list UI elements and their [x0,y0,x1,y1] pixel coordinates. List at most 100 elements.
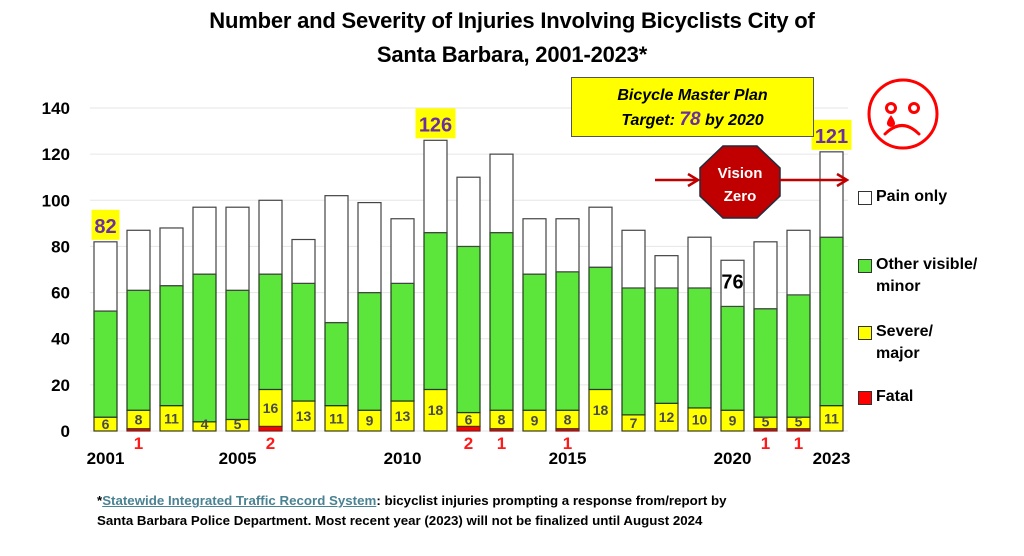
bar-segment-pain [753,241,778,310]
bar-segment-pain [654,255,679,289]
y-tick-label: 120 [42,145,70,164]
x-tick-label: 2005 [219,449,257,468]
x-tick-label: 2015 [549,449,587,468]
bar-stack-2015 [555,218,580,432]
severe-value-label: 6 [465,411,473,427]
bar-stack-2010 [390,218,415,432]
bar-segment-other [522,273,547,411]
severe-value-label: 5 [762,414,770,430]
legend-item-pain-only: Pain only [858,186,1016,208]
bar-segment-other [687,287,712,409]
target-prefix: Target: [621,112,680,129]
chart-title-line-2: Santa Barbara, 2001-2023* [376,42,648,67]
bar-segment-pain [456,176,481,248]
bar-segment-other [390,282,415,402]
bar-segment-other [456,245,481,414]
stop-sign-octagon-icon [699,145,781,219]
severe-value-label: 6 [102,416,110,432]
y-tick-label: 140 [42,99,70,118]
severe-value-label: 8 [498,411,506,427]
bicycle-master-plan-target-box: Bicycle Master Plan Target: 78 by 2020 [571,77,814,137]
bar-segment-other [753,308,778,418]
bar-segment-other [621,287,646,416]
bar-segment-other [126,289,151,411]
footnote-line-2: Santa Barbara Police Department. Most re… [97,513,703,528]
bar-segment-other [258,273,283,391]
bar-stack-2007 [291,238,316,432]
legend-item-other-visible-minor: Other visible/ minor [858,254,986,298]
legend-swatch-other-visible-minor [858,259,872,273]
severe-value-label: 4 [201,416,209,432]
bar-segment-other [93,310,118,418]
callout-highlight-bg [811,119,852,150]
bar-segment-other [159,285,184,407]
legend-swatch-pain-only [858,191,872,205]
severe-value-label: 5 [234,416,242,432]
severe-value-label: 8 [135,411,143,427]
bar-stack-2002 [126,229,151,432]
bars [93,139,844,432]
callouts: 82 126 121 76 [91,108,852,293]
total-callout-label: 82 [94,216,116,238]
x-tick-label: 2001 [87,449,125,468]
bar-segment-pain [720,259,745,308]
legend-swatch-fatal [858,391,872,405]
bar-segment-pain [192,206,217,275]
bar-segment-pain [258,199,283,275]
target-suffix: by 2020 [700,112,764,129]
bar-segment-pain [555,218,580,273]
bar-stack-2023 [819,151,844,432]
total-callout-label: 121 [815,126,848,148]
bar-stack-2009 [357,201,382,432]
sitrs-link[interactable]: Statewide Integrated Traffic Record Syst… [102,493,377,508]
severe-value-label: 12 [659,409,675,425]
fatal-value-label: 1 [497,434,506,453]
callout-highlight-bg [91,209,120,240]
severe-value-label: 11 [824,410,839,426]
bar-segment-pain [423,139,448,234]
fatal-value-label: 1 [563,434,572,453]
bar-stack-2004 [192,206,217,432]
legend-label: Fatal [876,388,914,405]
severe-value-label: 5 [795,414,803,430]
x-axis: 2001 2005 2010 2015 2020 2023 [87,449,851,468]
bar-segment-pain [819,151,844,238]
callout-highlight-bg [415,108,456,139]
bar-segment-pain [159,227,184,287]
bar-stack-2020 [720,259,745,432]
x-tick-label: 2020 [714,449,752,468]
legend-label: Severe/ major [876,323,933,362]
right-arrow-head-icon [836,172,850,188]
x-tick-label: 2023 [813,449,851,468]
y-tick-label: 60 [51,284,70,303]
bar-segment-fatal [258,425,283,432]
legend-label: Pain only [876,188,948,205]
vision-zero-annotation: Vision Zero [655,145,850,219]
bar-stack-2017 [621,229,646,432]
bar-stack-2001 [93,241,118,432]
y-tick-label: 40 [51,330,70,349]
footnote: *Statewide Integrated Traffic Record Sys… [97,491,727,531]
severe-value-label: 9 [729,413,737,429]
bar-segment-pain [291,238,316,284]
bar-segment-other [819,236,844,407]
bar-stack-2018 [654,255,679,432]
bar-segment-other [291,282,316,402]
bar-segment-other [786,294,811,418]
severe-value-label: 9 [366,413,374,429]
bar-segment-other [192,273,217,423]
bar-segment-pain [522,218,547,275]
total-callout-label: 126 [419,114,452,136]
bar-stack-2019 [687,236,712,432]
bar-stack-2003 [159,227,184,432]
fatal-value-label: 2 [464,434,473,453]
legend-swatch-severe-major [858,326,872,340]
severe-value-label: 10 [692,411,708,427]
bar-stack-2006 [258,199,283,432]
bar-segment-other [555,271,580,411]
bar-segment-other [489,231,514,411]
y-tick-label: 80 [51,237,70,256]
bar-segment-pain [225,206,250,291]
legend-item-fatal: Fatal [858,386,1016,408]
bar-segment-other [588,266,613,391]
